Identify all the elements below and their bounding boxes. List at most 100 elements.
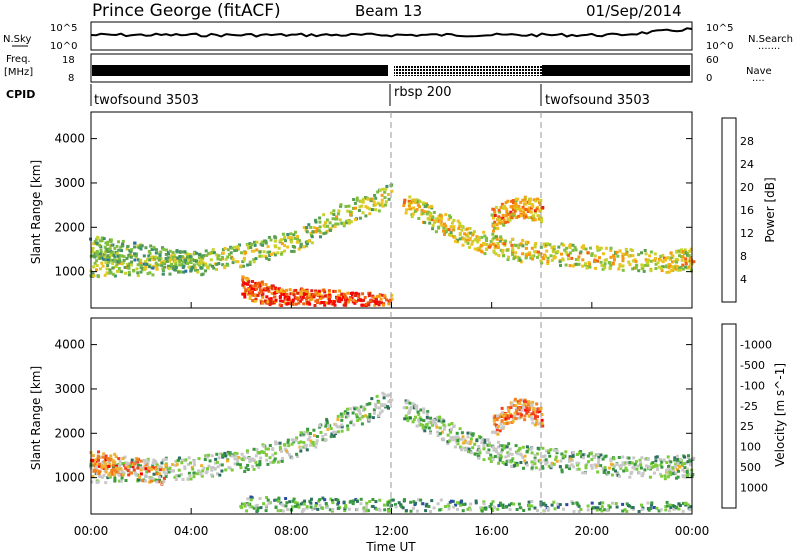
velocity-cell bbox=[312, 428, 316, 432]
velocity-cell bbox=[456, 507, 459, 511]
power-cell bbox=[667, 270, 671, 274]
power-cell bbox=[493, 210, 497, 214]
velocity-cell bbox=[496, 455, 500, 459]
velocity-cell bbox=[133, 471, 137, 475]
power-cell bbox=[515, 216, 519, 220]
velocity-cell bbox=[539, 406, 543, 410]
velocity-cell bbox=[309, 505, 313, 509]
power-cell bbox=[329, 229, 332, 232]
velocity-cell bbox=[220, 463, 224, 467]
power-cell bbox=[200, 254, 204, 258]
velocity-cell bbox=[590, 466, 594, 470]
power-cell bbox=[379, 301, 383, 305]
velocity-cell bbox=[469, 502, 473, 506]
velocity-cell bbox=[674, 471, 678, 475]
power-cell bbox=[289, 292, 293, 296]
power-cell bbox=[512, 208, 515, 212]
power-cell bbox=[227, 253, 231, 257]
velocity-cell bbox=[685, 467, 689, 471]
power-cell bbox=[236, 244, 240, 248]
power-cell bbox=[332, 209, 336, 213]
power-cell bbox=[92, 265, 96, 269]
power-cell bbox=[404, 211, 408, 215]
power-cell bbox=[498, 239, 502, 243]
power-cell bbox=[677, 249, 681, 253]
velocity-cell bbox=[357, 408, 360, 412]
power-cell bbox=[551, 250, 555, 254]
power-cell bbox=[448, 214, 452, 218]
velocity-cell bbox=[181, 458, 184, 462]
velocity-cell bbox=[141, 479, 145, 483]
velocity-cell bbox=[325, 421, 329, 425]
power-cell bbox=[100, 236, 104, 240]
velocity-cell bbox=[329, 427, 333, 430]
power-cell bbox=[121, 239, 125, 243]
power-cell bbox=[152, 264, 156, 268]
power-cell bbox=[366, 301, 370, 305]
power-cell bbox=[247, 280, 251, 284]
power-cell bbox=[537, 253, 541, 257]
velocity-cell bbox=[650, 466, 654, 470]
power-cell bbox=[539, 259, 543, 263]
velocity-cell bbox=[665, 461, 669, 464]
power-cell bbox=[323, 303, 327, 307]
power-cell bbox=[248, 297, 252, 300]
power-cell bbox=[453, 236, 457, 240]
power-cell bbox=[621, 264, 625, 268]
velocity-cell bbox=[268, 456, 272, 460]
power-cell bbox=[282, 290, 285, 294]
velocity-cell bbox=[265, 458, 269, 462]
power-cell bbox=[502, 204, 506, 208]
power-cell bbox=[337, 209, 341, 213]
power-cell bbox=[288, 288, 292, 292]
velocity-cell bbox=[201, 469, 205, 473]
velocity-cell bbox=[132, 468, 136, 472]
power-cell bbox=[287, 295, 291, 299]
power-cell bbox=[336, 212, 340, 216]
power-cell bbox=[264, 287, 268, 291]
velocity-cell bbox=[571, 501, 575, 505]
power-cell bbox=[246, 282, 249, 286]
velocity-cell bbox=[104, 481, 108, 485]
power-cell bbox=[184, 258, 188, 262]
velocity-cell bbox=[277, 499, 281, 503]
velocity-cell bbox=[155, 472, 159, 476]
power-cell bbox=[242, 264, 245, 268]
velocity-colorbar-frame bbox=[721, 323, 737, 509]
velocity-cell bbox=[495, 449, 498, 453]
power-cell bbox=[178, 260, 182, 264]
velocity-cell bbox=[368, 418, 371, 422]
velocity-cell bbox=[97, 459, 100, 462]
velocity-cell bbox=[570, 500, 574, 504]
velocity-cell bbox=[401, 506, 405, 510]
power-cell bbox=[161, 267, 165, 271]
power-cell bbox=[571, 264, 575, 268]
velocity-cell bbox=[527, 447, 531, 451]
velocity-cell bbox=[112, 463, 115, 467]
velocity-cell bbox=[190, 465, 194, 469]
velocity-cell bbox=[489, 502, 493, 506]
power-cell bbox=[195, 269, 199, 272]
power-cell bbox=[491, 242, 495, 246]
power-cell bbox=[615, 250, 619, 254]
power-cell bbox=[305, 244, 309, 248]
velocity-cell bbox=[274, 506, 278, 509]
velocity-cell bbox=[683, 470, 687, 474]
power-cell bbox=[149, 256, 153, 260]
velocity-cell bbox=[561, 456, 565, 460]
power-cell bbox=[151, 266, 155, 270]
velocity-cell bbox=[154, 459, 158, 463]
velocity-cell bbox=[164, 463, 168, 467]
power-cell bbox=[283, 301, 287, 305]
power-cell bbox=[559, 264, 562, 267]
freq-strip-frame bbox=[90, 53, 693, 83]
power-cell bbox=[308, 302, 312, 306]
velocity-cell bbox=[469, 437, 473, 441]
velocity-cell bbox=[382, 392, 386, 396]
velocity-cell bbox=[473, 442, 477, 446]
velocity-cell bbox=[520, 408, 524, 412]
power-cell bbox=[445, 229, 449, 233]
power-cell bbox=[285, 302, 289, 306]
cpid-segment-1: twofsound 3503 bbox=[94, 93, 199, 108]
